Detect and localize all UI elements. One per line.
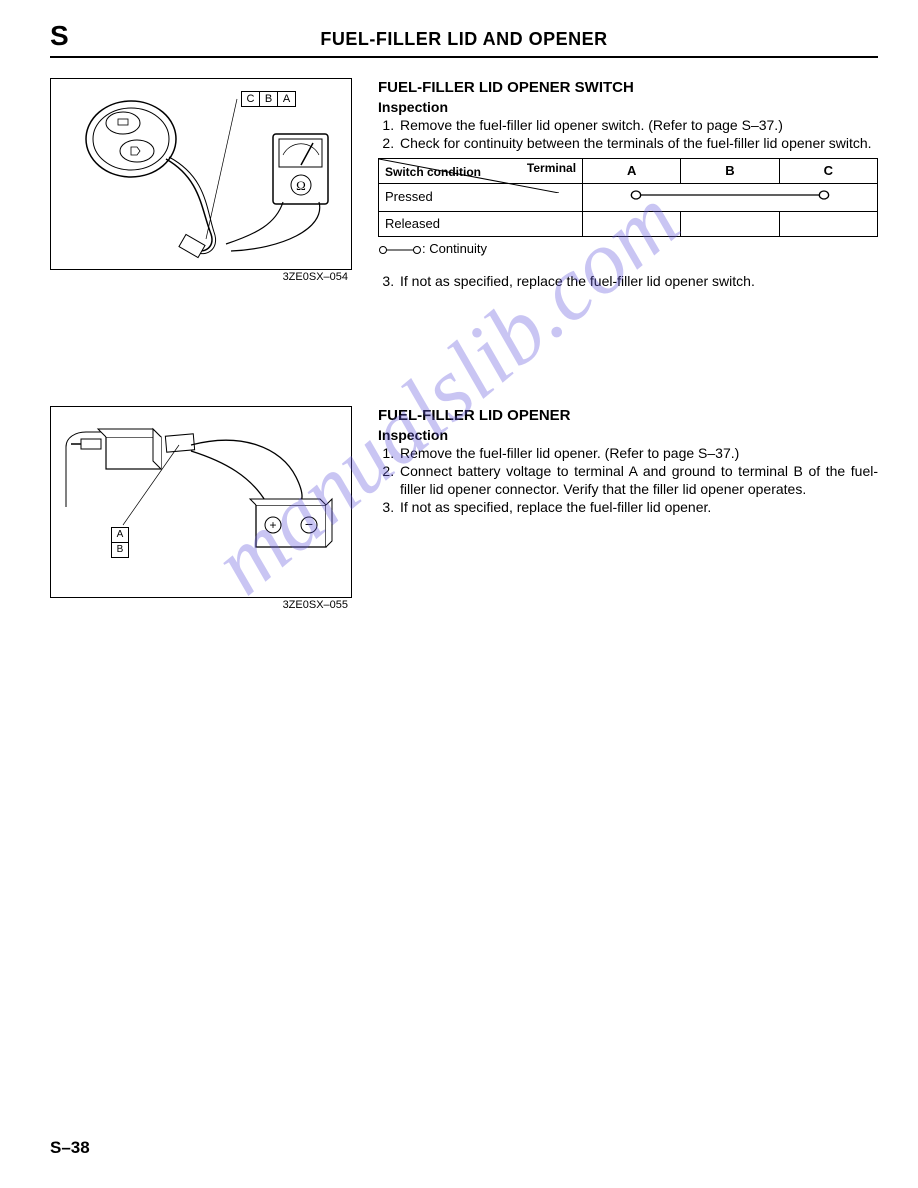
continuity-legend-icon bbox=[378, 244, 422, 256]
figure-2-code: 3ZE0SX–055 bbox=[50, 598, 350, 611]
section-1-heading: FUEL-FILLER LID OPENER SWITCH bbox=[378, 78, 878, 98]
section-1-step-2: Check for continuity between the termina… bbox=[398, 134, 878, 152]
figure-2-column: + − A B 3ZE0SX–055 bbox=[50, 406, 350, 611]
table-col-a: A bbox=[583, 159, 681, 184]
figure-2-connector-label: A B bbox=[111, 527, 129, 558]
section-2-heading: FUEL-FILLER LID OPENER bbox=[378, 406, 878, 426]
svg-text:−: − bbox=[305, 516, 313, 532]
table-cell-empty bbox=[779, 211, 877, 236]
section-1-text: FUEL-FILLER LID OPENER SWITCH Inspection… bbox=[378, 78, 878, 296]
section-1: Ω C B A 3ZE0SX–054 FUEL-FILLER LID OPENE… bbox=[50, 78, 878, 296]
section-1-step-1: Remove the fuel-filler lid opener switch… bbox=[398, 116, 878, 134]
svg-text:Ω: Ω bbox=[296, 178, 306, 193]
figure-1-svg: Ω bbox=[51, 79, 351, 269]
page-title: FUEL-FILLER LID AND OPENER bbox=[100, 29, 878, 50]
figure-1-connector-label: C B A bbox=[241, 91, 296, 107]
section-2-step-2: Connect battery voltage to terminal A an… bbox=[398, 462, 878, 498]
section-2-steps: Remove the fuel-filler lid opener. (Refe… bbox=[378, 444, 878, 517]
table-cell-empty bbox=[681, 211, 779, 236]
section-2: + − A B 3ZE0SX–055 FUEL-FILLER LID OPENE… bbox=[50, 406, 878, 611]
figure-2-svg: + − bbox=[51, 407, 351, 597]
section-2-text: FUEL-FILLER LID OPENER Inspection Remove… bbox=[378, 406, 878, 522]
section-1-step-3: If not as specified, replace the fuel-fi… bbox=[398, 272, 878, 290]
table-row-released-label: Released bbox=[379, 211, 583, 236]
section-1-steps: Remove the fuel-filler lid opener switch… bbox=[378, 116, 878, 152]
connector-pin-b: B bbox=[260, 92, 278, 106]
section-1-step-3-list: If not as specified, replace the fuel-fi… bbox=[378, 272, 878, 290]
connector2-pin-b: B bbox=[112, 543, 128, 557]
page: S FUEL-FILLER LID AND OPENER bbox=[0, 0, 918, 671]
figure-1: Ω C B A bbox=[50, 78, 352, 270]
table-cell-empty bbox=[583, 211, 681, 236]
page-header: S FUEL-FILLER LID AND OPENER bbox=[50, 20, 878, 58]
table-diag-header: Terminal Switch condition bbox=[379, 159, 583, 184]
continuity-legend: : Continuity bbox=[378, 241, 878, 258]
section-1-subheading: Inspection bbox=[378, 98, 878, 116]
table-terminal-label: Terminal bbox=[527, 161, 576, 177]
connector-pin-a: A bbox=[278, 92, 295, 106]
section-letter: S bbox=[50, 20, 100, 52]
page-number: S–38 bbox=[50, 1138, 90, 1158]
continuity-table: Terminal Switch condition A B C Pressed bbox=[378, 158, 878, 237]
section-2-step-1: Remove the fuel-filler lid opener. (Refe… bbox=[398, 444, 878, 462]
figure-2: + − A B bbox=[50, 406, 352, 598]
table-col-c: C bbox=[779, 159, 877, 184]
table-row-pressed-continuity bbox=[583, 184, 878, 212]
table-switch-label: Switch condition bbox=[385, 165, 481, 181]
connector2-pin-a: A bbox=[112, 528, 128, 543]
section-2-subheading: Inspection bbox=[378, 426, 878, 444]
svg-text:+: + bbox=[269, 518, 276, 532]
continuity-legend-text: : Continuity bbox=[422, 241, 487, 256]
table-col-b: B bbox=[681, 159, 779, 184]
section-2-step-3: If not as specified, replace the fuel-fi… bbox=[398, 498, 878, 516]
table-header-row: Terminal Switch condition A B C bbox=[379, 159, 878, 184]
figure-1-code: 3ZE0SX–054 bbox=[50, 270, 350, 283]
connector-pin-c: C bbox=[242, 92, 260, 106]
figure-1-column: Ω C B A 3ZE0SX–054 bbox=[50, 78, 350, 283]
table-row-released: Released bbox=[379, 211, 878, 236]
